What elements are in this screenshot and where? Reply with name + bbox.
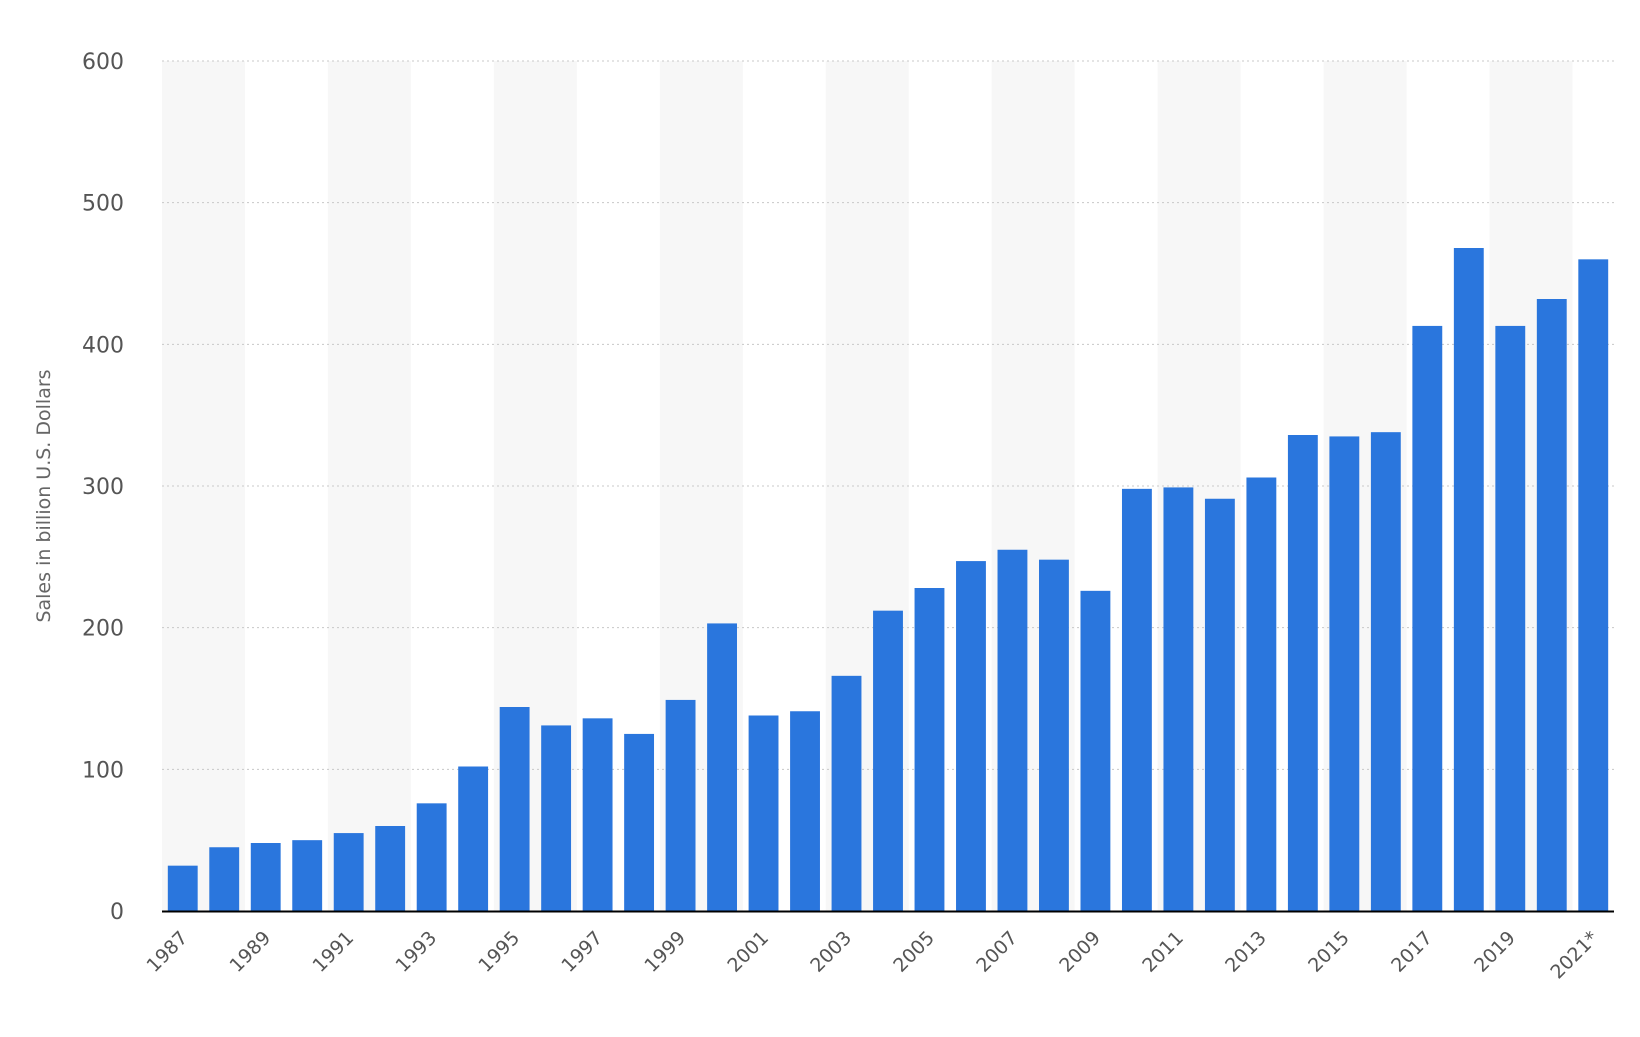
bar-1999[interactable] [665,699,696,911]
bar-1995[interactable] [499,707,530,911]
bar-1998[interactable] [624,733,655,911]
x-tick-label: 2011 [1138,927,1188,977]
bar-2007[interactable] [997,549,1028,911]
bar-1990[interactable] [292,840,323,911]
x-tick-label: 2007 [972,927,1022,977]
x-tick-label: 2019 [1470,927,1520,977]
bar-1997[interactable] [582,718,613,911]
bar-2008[interactable] [1039,559,1069,911]
bar-2001[interactable] [748,715,779,912]
x-tick-label: 1993 [391,927,441,977]
x-axis-ticks: 1987 1989 1991 1993 1995 1997 1999 2001 2003 2005… [143,927,1603,983]
y-axis-ticks: 0 100 200 300 400 500 600 [82,50,124,925]
y-tick-label: 200 [82,617,124,642]
bar-2012[interactable] [1204,498,1235,911]
bar-2013[interactable] [1246,477,1277,912]
bar-2020[interactable] [1536,299,1567,911]
bar-2005[interactable] [914,588,945,911]
x-tick-label: 1987 [143,927,193,977]
x-tick-label: 1995 [474,927,524,977]
x-tick-label: 2015 [1304,927,1354,977]
x-tick-label: 2013 [1221,927,1271,977]
y-axis-title: Sales in billion U.S. Dollars [33,369,55,622]
bar-1994[interactable] [458,766,489,912]
bar-1989[interactable] [250,843,281,911]
bar-2019[interactable] [1495,325,1526,912]
bar-2000[interactable] [707,623,737,911]
x-tick-label: 1997 [557,927,607,977]
bar-1988[interactable] [209,847,240,911]
bar-1991[interactable] [333,833,364,911]
x-tick-label: 2009 [1055,927,1105,977]
bar-2021[interactable] [1578,259,1609,911]
y-tick-label: 0 [110,900,124,925]
x-tick-label: 1991 [308,927,358,977]
bar-2015[interactable] [1329,436,1360,911]
y-tick-label: 300 [82,475,124,500]
bar-1996[interactable] [541,725,572,911]
bar-1992[interactable] [375,826,406,911]
x-tick-label: 1999 [640,927,690,977]
x-tick-label: 2003 [806,927,856,977]
bar-2017[interactable] [1412,325,1443,912]
y-tick-label: 500 [82,192,124,217]
y-tick-label: 100 [82,758,124,783]
y-tick-label: 600 [82,50,124,75]
y-tick-label: 400 [82,333,124,358]
x-tick-label: 2021* [1546,927,1602,983]
bar-2004[interactable] [873,610,903,911]
x-tick-label: 2005 [889,927,939,977]
bar-2006[interactable] [956,561,986,911]
bar-2002[interactable] [790,711,820,911]
bar-1987[interactable] [167,865,198,911]
bar-2016[interactable] [1370,432,1401,911]
bar-2010[interactable] [1121,488,1152,911]
bar-2009[interactable] [1080,590,1111,911]
bar-1993[interactable] [416,803,447,911]
bar-2014[interactable] [1287,435,1318,911]
bar-series [167,248,1609,912]
bar-2018[interactable] [1453,248,1484,911]
bar-2011[interactable] [1163,487,1194,911]
x-tick-label: 2017 [1387,927,1437,977]
bar-2003[interactable] [831,675,862,911]
x-tick-label: 2001 [723,927,773,977]
x-tick-label: 1989 [225,927,275,977]
